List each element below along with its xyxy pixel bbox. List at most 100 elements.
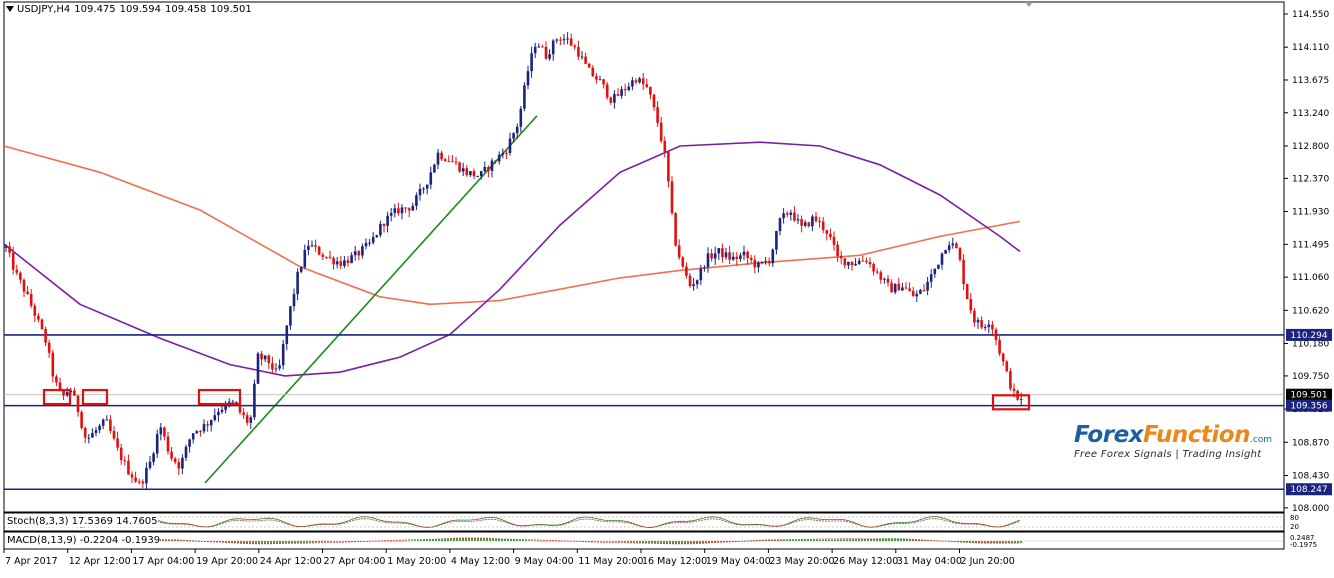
candle-body[interactable]	[418, 188, 422, 196]
candle-body[interactable]	[202, 424, 206, 432]
candle-body[interactable]	[15, 269, 19, 273]
candle-body[interactable]	[472, 171, 476, 177]
candle-body[interactable]	[123, 460, 127, 462]
candle-body[interactable]	[857, 260, 861, 264]
candle-body[interactable]	[677, 245, 681, 258]
candle-body[interactable]	[292, 294, 296, 307]
candle-body[interactable]	[224, 402, 227, 410]
candle-body[interactable]	[321, 254, 325, 257]
candle-body[interactable]	[361, 246, 364, 256]
candle-body[interactable]	[177, 462, 181, 469]
candle-body[interactable]	[371, 236, 375, 243]
candle-body[interactable]	[346, 260, 350, 264]
stoch-pane[interactable]	[3, 512, 1285, 532]
candle-body[interactable]	[112, 430, 116, 439]
candle-body[interactable]	[339, 261, 343, 266]
candle-body[interactable]	[613, 94, 616, 103]
marker-rectangle[interactable]	[991, 394, 1031, 411]
candle-body[interactable]	[382, 223, 386, 226]
candle-body[interactable]	[559, 39, 562, 41]
marker-rectangle[interactable]	[42, 388, 72, 406]
candle-body[interactable]	[105, 419, 109, 421]
candle-body[interactable]	[400, 207, 404, 214]
candle-body[interactable]	[908, 288, 911, 291]
candle-body[interactable]	[785, 213, 789, 215]
candle-body[interactable]	[422, 188, 425, 190]
candle-body[interactable]	[4, 246, 8, 248]
candle-body[interactable]	[22, 279, 26, 292]
candle-body[interactable]	[667, 151, 670, 182]
candle-body[interactable]	[37, 315, 40, 320]
candle-body[interactable]	[148, 461, 152, 468]
candle-body[interactable]	[76, 395, 80, 413]
candle-body[interactable]	[641, 78, 645, 85]
candle-body[interactable]	[159, 427, 163, 435]
candle-body[interactable]	[145, 467, 148, 484]
candle-body[interactable]	[764, 261, 767, 263]
candle-body[interactable]	[947, 245, 951, 250]
candle-body[interactable]	[209, 420, 213, 426]
candle-body[interactable]	[289, 306, 292, 326]
candle-body[interactable]	[929, 274, 933, 282]
candle-body[interactable]	[854, 263, 857, 266]
candle-body[interactable]	[425, 184, 429, 189]
candle-body[interactable]	[685, 266, 688, 276]
candle-body[interactable]	[296, 271, 299, 295]
candle-body[interactable]	[307, 245, 310, 250]
candle-body[interactable]	[850, 261, 854, 266]
candle-body[interactable]	[739, 255, 742, 259]
candle-body[interactable]	[479, 171, 483, 177]
candle-body[interactable]	[609, 97, 613, 103]
candle-body[interactable]	[965, 284, 969, 300]
candle-body[interactable]	[278, 365, 281, 369]
candle-body[interactable]	[548, 54, 551, 59]
candle-body[interactable]	[407, 208, 411, 211]
candle-body[interactable]	[440, 152, 443, 160]
candle-body[interactable]	[332, 257, 335, 265]
candle-body[interactable]	[749, 257, 753, 260]
candle-body[interactable]	[206, 424, 209, 426]
candle-body[interactable]	[508, 138, 512, 154]
candle-body[interactable]	[220, 409, 224, 412]
candle-body[interactable]	[389, 212, 393, 216]
candle-body[interactable]	[692, 284, 695, 286]
candle-body[interactable]	[721, 248, 724, 258]
candle-body[interactable]	[598, 79, 602, 81]
candle-body[interactable]	[897, 283, 901, 291]
candle-body[interactable]	[811, 216, 814, 227]
candle-body[interactable]	[796, 219, 800, 221]
candle-body[interactable]	[994, 329, 998, 341]
candle-body[interactable]	[670, 181, 674, 214]
candle-body[interactable]	[976, 320, 980, 323]
candle-body[interactable]	[163, 427, 166, 437]
candle-body[interactable]	[483, 166, 487, 172]
candle-body[interactable]	[227, 401, 231, 403]
candle-body[interactable]	[58, 382, 62, 391]
candle-body[interactable]	[285, 325, 289, 344]
candle-body[interactable]	[217, 411, 220, 416]
candle-body[interactable]	[890, 282, 893, 293]
candle-body[interactable]	[793, 212, 796, 221]
candle-body[interactable]	[11, 252, 15, 270]
candle-body[interactable]	[991, 324, 994, 330]
candle-body[interactable]	[821, 221, 825, 231]
candle-body[interactable]	[415, 195, 418, 206]
candle-body[interactable]	[544, 46, 548, 59]
candle-body[interactable]	[789, 212, 793, 215]
candle-body[interactable]	[281, 343, 285, 366]
candle-body[interactable]	[87, 437, 91, 439]
candle-body[interactable]	[703, 267, 706, 269]
candle-body[interactable]	[497, 154, 501, 162]
candle-body[interactable]	[562, 39, 566, 41]
candle-body[interactable]	[461, 168, 465, 172]
candle-body[interactable]	[310, 245, 314, 247]
marker-rectangle[interactable]	[81, 388, 109, 406]
candle-body[interactable]	[735, 256, 739, 259]
candle-body[interactable]	[73, 390, 76, 396]
candle-body[interactable]	[303, 249, 307, 268]
candle-body[interactable]	[231, 401, 235, 403]
candle-body[interactable]	[728, 252, 731, 260]
candle-body[interactable]	[314, 245, 317, 247]
candle-body[interactable]	[674, 213, 677, 246]
